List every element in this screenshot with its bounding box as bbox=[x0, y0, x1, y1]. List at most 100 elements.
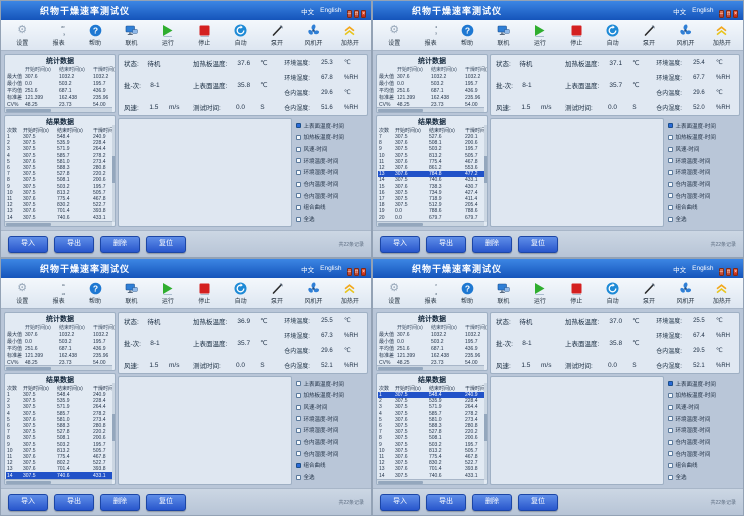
table-row[interactable]: 8 307.5 508.1 200.6 bbox=[378, 435, 487, 441]
toolbar-button-pump-on[interactable]: 泵开 bbox=[259, 20, 295, 50]
toolbar-button-stop[interactable]: 停止 bbox=[558, 20, 594, 50]
delete-button[interactable]: 删除 bbox=[472, 493, 512, 511]
curve-option-3[interactable]: 环境温度-时间 bbox=[668, 415, 740, 423]
table-row[interactable]: 17 307.5 718.9 411.4 bbox=[378, 196, 487, 202]
table-row[interactable]: 10 307.5 813.2 505.7 bbox=[378, 153, 487, 159]
maximize-button[interactable]: □ bbox=[726, 9, 732, 18]
toolbar-button-connect[interactable]: 联机 bbox=[113, 20, 149, 50]
toolbar-button-report[interactable]: 0102030405060708090100110100200300400500… bbox=[40, 278, 76, 308]
scroll-thumb[interactable] bbox=[378, 480, 423, 484]
export-button[interactable]: 导出 bbox=[54, 235, 94, 253]
curve-option-2[interactable]: 风速-时间 bbox=[668, 403, 740, 411]
results-vscrollbar[interactable] bbox=[112, 383, 115, 480]
curve-option-8[interactable]: 全选 bbox=[296, 473, 368, 481]
close-button[interactable]: × bbox=[361, 9, 366, 18]
close-button[interactable]: × bbox=[733, 9, 738, 18]
table-row[interactable]: 9 307.5 503.2 195.7 bbox=[6, 184, 115, 190]
toolbar-button-help[interactable]: ? 帮助 bbox=[449, 20, 485, 50]
scroll-thumb[interactable] bbox=[6, 222, 51, 226]
table-row[interactable]: 13 307.6 701.4 393.8 bbox=[378, 466, 487, 472]
table-row[interactable]: 2 307.5 535.9 228.4 bbox=[378, 398, 487, 404]
table-row[interactable]: 13 307.6 701.4 393.8 bbox=[6, 466, 115, 472]
table-row[interactable]: 2 307.5 535.9 228.4 bbox=[6, 140, 115, 146]
scroll-thumb[interactable] bbox=[6, 480, 51, 484]
results-vscrollbar[interactable] bbox=[484, 383, 487, 480]
table-row[interactable]: 11 307.6 775.4 467.8 bbox=[6, 196, 115, 202]
toolbar-button-help[interactable]: ? 帮助 bbox=[77, 278, 113, 308]
scroll-thumb[interactable] bbox=[6, 108, 51, 112]
toolbar-button-pump-on[interactable]: 泵开 bbox=[259, 278, 295, 308]
toolbar-button-pump-on[interactable]: 泵开 bbox=[631, 20, 667, 50]
table-row[interactable]: 10 307.5 813.2 505.7 bbox=[6, 190, 115, 196]
toolbar-button-settings[interactable]: ⚙ 设置 bbox=[4, 278, 40, 308]
curve-option-0[interactable]: 上表面温度-时间 bbox=[668, 380, 740, 388]
stats-hscrollbar[interactable] bbox=[5, 365, 112, 370]
curve-option-0[interactable]: 上表面温度-时间 bbox=[296, 122, 368, 130]
table-row[interactable]: 11 307.6 775.4 467.8 bbox=[378, 454, 487, 460]
curve-option-6[interactable]: 仓内湿度-时间 bbox=[668, 192, 740, 200]
curve-option-1[interactable]: 加热板温度-时间 bbox=[296, 391, 368, 399]
toolbar-button-report[interactable]: 2627282930313233343536375010015020025030… bbox=[412, 278, 448, 308]
curve-option-5[interactable]: 仓内温度-时间 bbox=[296, 180, 368, 188]
toolbar-button-fan-on[interactable]: 风机开 bbox=[295, 278, 331, 308]
table-row[interactable]: 19 0.0 788.6 788.6 bbox=[378, 208, 487, 214]
table-row[interactable]: 4 307.5 585.7 278.2 bbox=[378, 411, 487, 417]
curve-option-5[interactable]: 仓内温度-时间 bbox=[668, 180, 740, 188]
export-button[interactable]: 导出 bbox=[426, 493, 466, 511]
curve-option-7[interactable]: 组合曲线 bbox=[668, 461, 740, 469]
table-row[interactable]: 14 307.5 740.6 433.1 bbox=[378, 472, 487, 479]
minimize-button[interactable]: ─ bbox=[718, 267, 725, 276]
minimize-button[interactable]: ─ bbox=[346, 9, 353, 18]
table-row[interactable]: 13 307.6 784.8 477.2 bbox=[378, 171, 487, 178]
scroll-thumb[interactable] bbox=[112, 156, 115, 184]
table-row[interactable]: 12 307.5 830.2 522.7 bbox=[378, 460, 487, 466]
toolbar-button-fan-on[interactable]: 风机开 bbox=[667, 278, 703, 308]
curve-option-4[interactable]: 环境湿度-时间 bbox=[668, 426, 740, 434]
toolbar-button-auto[interactable]: 自动 bbox=[222, 20, 258, 50]
curve-option-6[interactable]: 仓内湿度-时间 bbox=[296, 450, 368, 458]
table-row[interactable]: 12 307.5 830.2 522.7 bbox=[6, 202, 115, 208]
scroll-thumb[interactable] bbox=[484, 414, 487, 442]
table-row[interactable]: 4 307.5 585.7 278.2 bbox=[6, 153, 115, 159]
import-button[interactable]: 导入 bbox=[380, 235, 420, 253]
scroll-thumb[interactable] bbox=[378, 222, 423, 226]
toolbar-button-help[interactable]: ? 帮助 bbox=[449, 278, 485, 308]
maximize-button[interactable]: □ bbox=[726, 267, 732, 276]
toolbar-button-run[interactable]: 运行 bbox=[522, 278, 558, 308]
toolbar-button-report[interactable]: 3030.53131.53232.53333.53434.53535.53636… bbox=[40, 20, 76, 50]
curve-option-0[interactable]: 上表面温度-时间 bbox=[296, 380, 368, 388]
toolbar-button-pump-on[interactable]: 泵开 bbox=[631, 278, 667, 308]
results-hscrollbar[interactable] bbox=[377, 479, 484, 484]
curve-option-1[interactable]: 加热板温度-时间 bbox=[296, 133, 368, 141]
toolbar-button-stop[interactable]: 停止 bbox=[558, 278, 594, 308]
table-row[interactable]: 7 307.5 527.8 220.2 bbox=[6, 429, 115, 435]
toolbar-button-run[interactable]: 运行 bbox=[522, 20, 558, 50]
table-row[interactable]: 1 307.5 548.4 240.9 bbox=[378, 392, 487, 399]
toolbar-button-auto[interactable]: 自动 bbox=[594, 278, 630, 308]
maximize-button[interactable]: □ bbox=[354, 267, 360, 276]
toolbar-button-heat-on[interactable]: 加热开 bbox=[704, 20, 740, 50]
toolbar-button-heat-on[interactable]: 加热开 bbox=[332, 278, 368, 308]
table-row[interactable]: 9 307.5 503.2 195.7 bbox=[378, 442, 487, 448]
curve-option-6[interactable]: 仓内湿度-时间 bbox=[668, 450, 740, 458]
curve-option-4[interactable]: 环境湿度-时间 bbox=[296, 168, 368, 176]
table-row[interactable]: 18 307.5 512.9 205.4 bbox=[378, 202, 487, 208]
curve-option-1[interactable]: 加热板温度-时间 bbox=[668, 391, 740, 399]
curve-option-2[interactable]: 风速-时间 bbox=[668, 145, 740, 153]
toolbar-button-stop[interactable]: 停止 bbox=[186, 278, 222, 308]
results-hscrollbar[interactable] bbox=[5, 221, 112, 226]
toolbar-button-report[interactable]: 2526272829303132333435363738394010020030… bbox=[412, 20, 448, 50]
toolbar-button-heat-on[interactable]: 加热开 bbox=[332, 20, 368, 50]
table-row[interactable]: 8 307.6 508.1 200.6 bbox=[378, 140, 487, 146]
curve-option-6[interactable]: 仓内湿度-时间 bbox=[296, 192, 368, 200]
table-row[interactable]: 5 307.6 581.0 273.4 bbox=[378, 417, 487, 423]
maximize-button[interactable]: □ bbox=[354, 9, 360, 18]
toolbar-button-connect[interactable]: 联机 bbox=[485, 278, 521, 308]
scroll-thumb[interactable] bbox=[6, 366, 51, 370]
scroll-thumb[interactable] bbox=[378, 366, 423, 370]
table-row[interactable]: 5 307.6 581.0 273.4 bbox=[6, 159, 115, 165]
table-row[interactable]: 1 307.5 548.4 240.9 bbox=[6, 134, 115, 140]
table-row[interactable]: 6 307.5 588.3 280.8 bbox=[6, 423, 115, 429]
import-button[interactable]: 导入 bbox=[380, 493, 420, 511]
stats-hscrollbar[interactable] bbox=[5, 107, 112, 112]
